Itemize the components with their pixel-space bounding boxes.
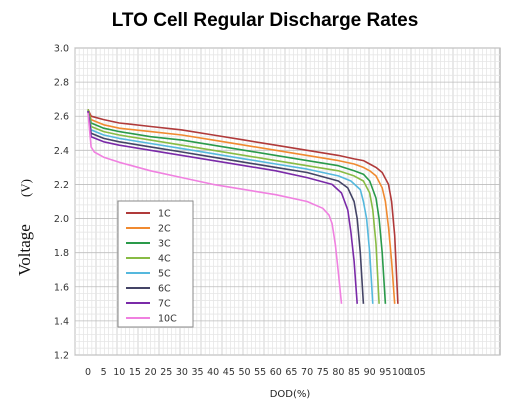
x-tick-label: 90 (364, 367, 376, 378)
x-tick-label: 30 (176, 367, 188, 378)
y-axis-label-group: Voltage (V) (15, 179, 34, 276)
chart-title: LTO Cell Regular Discharge Rates (112, 10, 419, 31)
y-tick-label: 2.4 (54, 146, 69, 157)
legend-label: 2C (158, 224, 171, 235)
y-axis-ticks: 1.2 1.4 1.6 1.8 2.0 2.2 2.4 2.6 2.8 3.0 (54, 44, 69, 362)
series-line-5c (87, 110, 374, 304)
y-axis-label: Voltage (15, 224, 34, 276)
y-tick-label: 1.2 (54, 351, 69, 362)
legend-label: 5C (158, 269, 171, 280)
legend-label: 1C (158, 209, 171, 220)
series-lines (87, 109, 399, 304)
series-line-2c (87, 109, 396, 304)
x-axis-label: DOD(%) (270, 389, 311, 400)
y-tick-label: 2.8 (54, 78, 69, 89)
series-line-10c (87, 112, 343, 304)
y-axis-unit: (V) (18, 179, 33, 197)
x-tick-label: 105 (408, 367, 426, 378)
x-tick-label: 85 (348, 367, 360, 378)
x-tick-label: 95 (379, 367, 391, 378)
x-tick-label: 45 (223, 367, 235, 378)
x-tick-label: 20 (145, 367, 157, 378)
x-tick-label: 70 (301, 367, 313, 378)
x-tick-label: 60 (270, 367, 282, 378)
x-tick-label: 50 (238, 367, 250, 378)
x-axis-ticks: 0 5 10 15 20 25 30 35 40 45 50 55 60 65 70 75 80 85 90 95 10… (85, 367, 426, 378)
legend: 1C 2C 3C 4C 5C 6C 7C 10C (117, 200, 194, 328)
legend-box (117, 200, 194, 328)
legend-label: 6C (158, 284, 171, 295)
y-tick-label: 1.8 (54, 248, 69, 259)
x-tick-label: 65 (285, 367, 297, 378)
x-tick-label: 25 (160, 367, 172, 378)
y-tick-label: 1.6 (54, 282, 69, 293)
legend-label: 4C (158, 254, 171, 265)
series-line-3c (87, 109, 387, 304)
x-tick-label: 0 (85, 367, 91, 378)
series-line-4c (87, 109, 380, 304)
legend-label: 7C (158, 299, 171, 310)
legend-label: 10C (158, 314, 177, 325)
series-line-7c (87, 111, 358, 304)
x-tick-label: 15 (129, 367, 141, 378)
x-tick-label: 35 (192, 367, 204, 378)
x-tick-label: 5 (101, 367, 107, 378)
y-tick-label: 1.4 (54, 316, 69, 327)
x-tick-label: 10 (113, 367, 125, 378)
x-tick-label: 40 (207, 367, 219, 378)
y-tick-label: 2.2 (54, 180, 69, 191)
x-tick-label: 75 (317, 367, 329, 378)
y-tick-label: 2.6 (54, 112, 69, 123)
x-tick-label: 80 (332, 367, 344, 378)
series-line-1c (87, 109, 399, 304)
y-tick-label: 3.0 (54, 44, 69, 55)
x-tick-label: 55 (254, 367, 266, 378)
x-tick-label: 100 (392, 367, 410, 378)
series-line-6c (87, 110, 365, 304)
legend-label: 3C (158, 239, 171, 250)
y-tick-label: 2.0 (54, 214, 69, 225)
